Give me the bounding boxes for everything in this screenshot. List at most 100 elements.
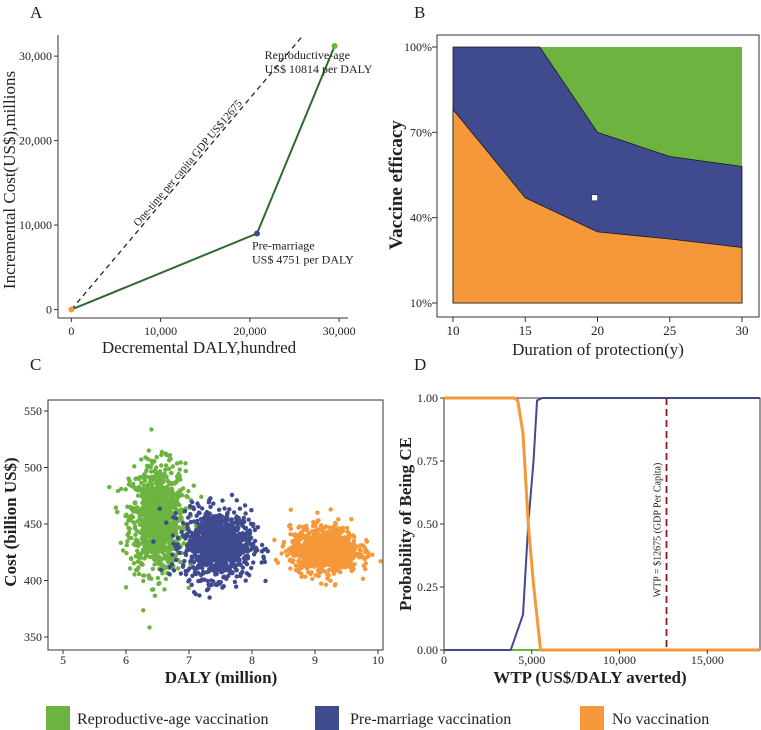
- panel-c-point-novacc: [287, 558, 292, 563]
- panel-c-point-premarriage: [238, 552, 243, 557]
- panel-c-point-novacc: [330, 540, 335, 546]
- panel-d-xtick-label: 15,000: [691, 653, 724, 667]
- panel-c-point-premarriage: [224, 532, 229, 537]
- panel-a-annotation-reproductive-icer: US$ 10814 per DALY: [265, 62, 373, 76]
- panel-c-point-premarriage: [242, 503, 248, 508]
- panel-a-xlabel: Decremental DALY,hundred: [102, 338, 297, 357]
- panel-c-point-novacc: [310, 576, 315, 582]
- panel-c-point-novacc: [320, 536, 326, 541]
- panel-c-point-premarriage: [241, 556, 247, 561]
- panel-c-point-reproductive: [161, 517, 167, 522]
- panel-c-point-premarriage: [225, 573, 231, 579]
- panel-c-point-premarriage: [197, 593, 202, 598]
- panel-c-point-novacc: [336, 565, 342, 570]
- panel-c-point-novacc: [322, 543, 327, 548]
- panel-c-point-premarriage: [193, 541, 198, 546]
- panel-c-point-premarriage: [173, 511, 178, 516]
- panel-c-point-reproductive: [165, 555, 170, 560]
- panel-c-point-premarriage: [157, 506, 162, 511]
- panel-c-point-premarriage: [220, 498, 225, 503]
- panel-a-cost-effectiveness-frontier: Decremental DALY,hundred Incremental Cos…: [0, 34, 373, 357]
- panel-a-frontier-line: [71, 45, 336, 311]
- panel-c-point-reproductive: [143, 539, 148, 544]
- panel-c-series-3: [272, 507, 383, 588]
- panel-c-point-reproductive: [144, 490, 149, 495]
- panel-c-point-premarriage: [208, 504, 213, 510]
- panel-c-point-premarriage: [236, 525, 241, 530]
- panel-c-point-premarriage: [207, 595, 212, 600]
- panel-c-xtick-label: 10: [372, 653, 384, 667]
- panel-c-point-reproductive: [159, 463, 164, 468]
- panel-label-b: B: [414, 3, 425, 22]
- panel-c-point-premarriage: [244, 571, 250, 576]
- panel-c-point-premarriage: [203, 535, 209, 540]
- panel-c-point-premarriage: [187, 540, 192, 546]
- panel-c-point-reproductive: [144, 468, 149, 474]
- panel-c-point-reproductive: [157, 554, 162, 559]
- panel-c-point-premarriage: [202, 550, 207, 556]
- panel-c-point-reproductive: [127, 566, 133, 571]
- panel-c-point-premarriage: [253, 549, 258, 554]
- panel-c-point-reproductive: [133, 540, 138, 545]
- panel-c-point-novacc: [360, 555, 365, 560]
- panel-c-point-reproductive: [124, 512, 129, 517]
- panel-c-point-premarriage: [174, 545, 179, 550]
- panel-c-point-reproductive: [123, 487, 128, 492]
- panel-c-point-premarriage: [243, 578, 248, 583]
- panel-c-point-premarriage: [210, 533, 216, 538]
- panel-c-point-novacc: [364, 538, 369, 543]
- panel-c-point-novacc: [303, 540, 308, 545]
- panel-c-point-premarriage: [184, 548, 189, 553]
- panel-c-point-novacc: [349, 545, 354, 551]
- panel-c-point-premarriage: [249, 508, 254, 513]
- panel-c-point-premarriage: [234, 584, 239, 589]
- panel-c-point-novacc: [306, 570, 311, 575]
- panel-c-point-novacc: [299, 574, 304, 579]
- panel-c-point-premarriage: [194, 520, 200, 525]
- panel-c-point-reproductive: [163, 489, 168, 494]
- panel-c-point-reproductive: [168, 492, 173, 497]
- panel-c-point-reproductive: [132, 572, 137, 577]
- panel-c-point-premarriage: [184, 522, 190, 527]
- panel-c-point-premarriage: [220, 569, 225, 574]
- panel-c-point-premarriage: [259, 542, 265, 548]
- panel-c-point-reproductive: [113, 505, 119, 510]
- panel-c-point-reproductive: [168, 508, 173, 513]
- panel-c-point-novacc: [327, 535, 332, 540]
- panel-c-point-reproductive: [154, 454, 159, 460]
- panel-c-point-reproductive: [152, 557, 157, 562]
- panel-c-point-premarriage: [217, 581, 222, 586]
- panel-c-point-novacc: [350, 533, 356, 538]
- panel-c-point-reproductive: [176, 471, 181, 477]
- panel-c-point-novacc: [345, 529, 350, 534]
- panel-c-point-premarriage: [259, 549, 265, 554]
- panel-c-point-novacc: [288, 526, 294, 531]
- panel-c-point-novacc: [337, 556, 343, 561]
- panel-c-point-reproductive: [107, 484, 112, 490]
- panel-c-point-reproductive: [177, 488, 182, 493]
- panel-c-xtick-label: 5: [60, 653, 66, 667]
- panel-c-point-reproductive: [180, 486, 186, 491]
- panel-c-point-reproductive: [158, 537, 163, 543]
- legend-label-reproductive: Reproductive-age vaccination: [77, 711, 268, 728]
- panel-c-point-reproductive: [114, 509, 120, 515]
- panel-c-point-premarriage: [263, 546, 269, 552]
- panel-c-point-reproductive: [144, 552, 149, 557]
- panel-c-point-premarriage: [182, 509, 188, 514]
- panel-c-point-novacc: [307, 541, 312, 546]
- panel-c-point-premarriage: [173, 516, 179, 521]
- panel-b-xtick-label: 10: [447, 323, 460, 338]
- panel-c-point-reproductive: [138, 487, 143, 492]
- panel-c-point-premarriage: [196, 534, 201, 539]
- panel-a-ylabel: Incremental Cost(US$),millions: [0, 71, 19, 289]
- panel-c-point-novacc: [304, 523, 309, 528]
- panel-c-point-novacc: [275, 560, 281, 565]
- panel-b-base-case-marker: [591, 194, 598, 202]
- panel-c-point-reproductive: [165, 496, 170, 501]
- panel-c-point-reproductive: [125, 532, 130, 537]
- panel-d-ytick-label: 0.50: [417, 517, 438, 531]
- panel-c-point-premarriage: [198, 554, 203, 559]
- panel-c-point-novacc: [309, 570, 314, 575]
- panel-c-point-novacc: [288, 522, 293, 528]
- panel-a-xtick-label: 20,000: [233, 324, 266, 338]
